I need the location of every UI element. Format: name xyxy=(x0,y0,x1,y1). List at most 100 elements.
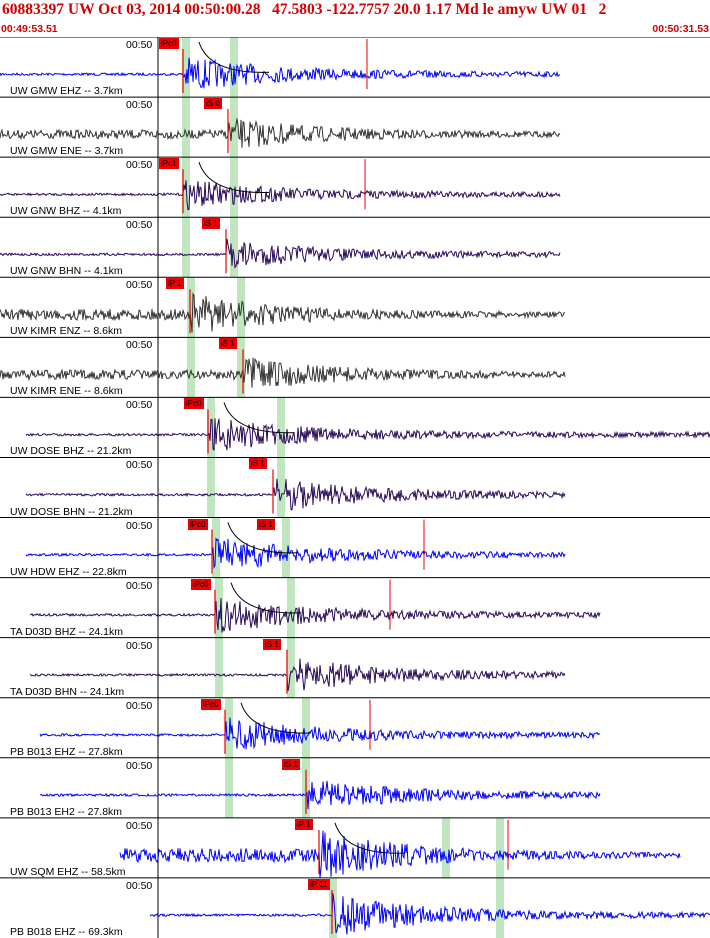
phase-pick-flag[interactable]: iS 0 xyxy=(204,98,222,110)
waveform-trace xyxy=(29,658,566,691)
pick-window-band xyxy=(277,457,285,518)
coda-curve xyxy=(223,402,295,434)
waveform-trace xyxy=(39,717,601,750)
trace-panel[interactable]: 00:50 UW HDW EHZ -- 22.8km iPc0 iS 1 xyxy=(0,518,710,578)
pick-window-band xyxy=(215,637,223,698)
pick-window-band xyxy=(302,697,310,758)
station-label: UW KIMR ENZ -- 8.6km xyxy=(10,325,122,338)
tick-label: 00:50 xyxy=(126,399,153,412)
phase-pick-flag[interactable]: iS 1 xyxy=(282,758,300,770)
pick-window-band xyxy=(207,457,215,518)
station-label: UW DOSE BHN -- 21.2km xyxy=(10,505,133,518)
phase-pick-flag[interactable]: iP 1 xyxy=(295,818,313,830)
trace-panel[interactable]: 00:50 UW GMW EHZ -- 3.7km iPc0 xyxy=(0,37,710,97)
pick-window-band xyxy=(496,877,504,938)
waveform-trace xyxy=(149,893,710,935)
pick-window-band xyxy=(225,757,233,818)
phase-pick-flag[interactable]: iPc0 xyxy=(159,38,179,49)
phase-pick-flag[interactable]: iP 1 xyxy=(166,278,184,290)
pick-window-band xyxy=(182,37,190,98)
trace-panel[interactable]: 00:50 TA D03D BHZ -- 24.1km iPc0 xyxy=(0,578,710,638)
station-label: PB B013 EHZ -- 27.8km xyxy=(10,745,123,758)
trace-panel[interactable]: 00:50 PB B018 EHZ -- 69.3km iP 11 xyxy=(0,878,710,938)
station-label: UW GNW BHN -- 4.1km xyxy=(10,265,123,278)
station-label: TA D03D BHZ -- 24.1km xyxy=(10,625,123,638)
time-start: 00:49:53.51 xyxy=(1,23,58,35)
waveform-trace xyxy=(0,180,561,211)
waveform-trace xyxy=(0,57,561,89)
pick-window-band xyxy=(287,637,295,698)
tick-label: 00:50 xyxy=(126,519,153,532)
trace-panel[interactable]: 00:50 UW GMW ENE -- 3.7km iS 0 xyxy=(0,97,710,157)
pick-window-band xyxy=(287,577,295,638)
station-label: PB B013 EH2 -- 27.8km xyxy=(10,805,123,818)
coda-curve xyxy=(334,822,406,854)
tick-label: 00:50 xyxy=(126,219,153,232)
trace-labels: 00:50 UW GMW EHZ -- 3.7km iPc0 00:50 UW GMW … xyxy=(0,37,710,938)
trace-panel[interactable]: 00:50 UW KIMR ENZ -- 8.6km iP 1 xyxy=(0,277,710,337)
phase-pick-flag[interactable]: iS 1 xyxy=(202,218,220,230)
waveform-trace xyxy=(0,238,561,269)
trace-panel[interactable]: 00:50 UW GNW BHN -- 4.1km iS 1 xyxy=(0,217,710,277)
station-label: UW GMW EHZ -- 3.7km xyxy=(10,85,123,98)
pick-window-band xyxy=(225,697,233,758)
pick-window-band xyxy=(215,577,223,638)
tick-label: 00:50 xyxy=(126,279,153,292)
trace-panel[interactable]: 00:50 UW GNW BHZ -- 4.1km iPc1 xyxy=(0,157,710,217)
pick-window-band xyxy=(182,217,190,278)
event-title: 60883397 UW Oct 03, 2014 00:50:00.28 47.… xyxy=(2,1,607,18)
station-label: UW DOSE BHZ -- 21.2km xyxy=(10,445,132,458)
pick-window-band xyxy=(230,157,238,218)
coda-curve xyxy=(198,41,270,73)
pick-window-band xyxy=(230,217,238,278)
phase-pick-flag[interactable]: iPc0 xyxy=(191,578,211,590)
pick-window-band xyxy=(187,277,195,338)
station-label: UW HDW EHZ -- 22.8km xyxy=(10,565,127,578)
phase-pick-flag[interactable]: iP 11 xyxy=(308,878,330,890)
tick-label: 00:50 xyxy=(126,459,153,472)
coda-curve xyxy=(198,161,270,193)
tick-label: 00:50 xyxy=(126,639,153,652)
waveform-trace xyxy=(25,478,566,511)
phase-pick-flag[interactable]: iPc0 xyxy=(184,398,204,410)
coda-curve xyxy=(240,702,312,734)
tick-label: 00:50 xyxy=(126,99,153,112)
phase-pick-flag[interactable]: iPc0 xyxy=(201,698,221,710)
phase-pick-flag[interactable]: iS 1 xyxy=(263,638,281,650)
trace-panel[interactable]: 00:50 PB B013 EH2 -- 27.8km iS 1 xyxy=(0,758,710,818)
pick-window-band xyxy=(282,517,290,578)
waveform-trace xyxy=(0,292,566,333)
seismogram-plot[interactable] xyxy=(0,37,710,938)
waveform-trace xyxy=(25,418,710,451)
coda-curve xyxy=(230,582,302,614)
tick-label: 00:50 xyxy=(126,879,153,892)
phase-pick-flag[interactable]: iS 1 xyxy=(257,518,275,530)
tick-label: 00:50 xyxy=(126,339,153,352)
station-label: UW SQM EHZ -- 58.5km xyxy=(10,865,126,878)
pick-window-band xyxy=(277,397,285,458)
waveform-trace xyxy=(39,780,601,810)
phase-pick-flag[interactable]: iS 1 xyxy=(219,338,237,350)
tick-label: 00:50 xyxy=(126,579,153,592)
phase-pick-flag[interactable]: iS 1 xyxy=(249,458,267,470)
pick-window-band xyxy=(329,877,337,938)
trace-panel[interactable]: 00:50 PB B013 EHZ -- 27.8km iPc0 xyxy=(0,698,710,758)
waveform-trace xyxy=(0,118,561,148)
waveform-trace xyxy=(0,357,566,388)
phase-pick-flag[interactable]: iPc0 xyxy=(188,518,208,530)
phase-pick-flag[interactable]: iPc1 xyxy=(159,158,179,170)
tick-label: 00:50 xyxy=(126,159,153,172)
tick-label: 00:50 xyxy=(126,39,153,51)
tick-label: 00:50 xyxy=(126,819,153,832)
station-label: UW GMW ENE -- 3.7km xyxy=(10,145,124,158)
trace-panel[interactable]: 00:50 UW SQM EHZ -- 58.5km iP 1 xyxy=(0,818,710,878)
waveform-trace xyxy=(119,830,681,878)
trace-panel[interactable]: 00:50 UW DOSE BHZ -- 21.2km iPc0 xyxy=(0,397,710,457)
trace-panel[interactable]: 00:50 UW DOSE BHN -- 21.2km iS 1 xyxy=(0,457,710,518)
event-header: 60883397 UW Oct 03, 2014 00:50:00.28 47.… xyxy=(0,0,710,37)
pick-window-band xyxy=(496,817,504,878)
trace-panel[interactable]: 00:50 UW KIMR ENE -- 8.6km iS 1 xyxy=(0,337,710,397)
station-label: PB B018 EHZ -- 69.3km xyxy=(10,925,123,938)
waveform-trace xyxy=(25,537,566,570)
trace-panel[interactable]: 00:50 TA D03D BHN -- 24.1km iS 1 xyxy=(0,638,710,698)
